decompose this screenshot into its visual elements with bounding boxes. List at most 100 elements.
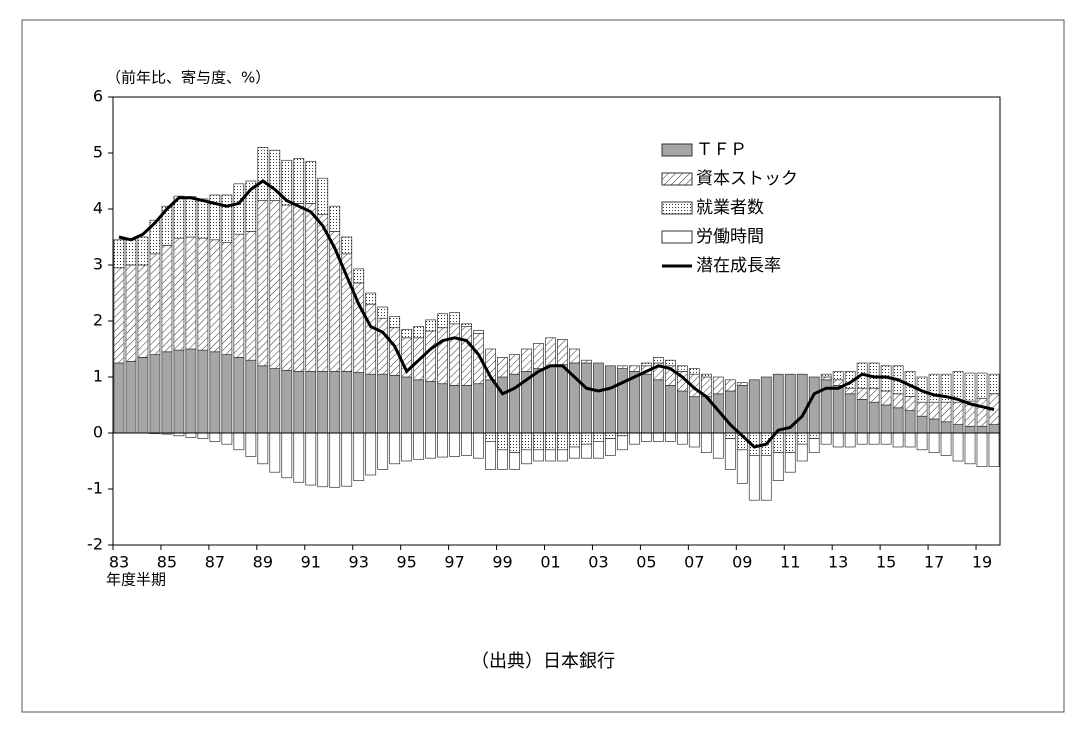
- bar-segment: [173, 237, 185, 351]
- bar-segment: [844, 432, 856, 448]
- bar-segment: [269, 368, 281, 434]
- bar-segment: [365, 373, 377, 434]
- x-tick-label: 91: [301, 553, 321, 572]
- bar-segment: [173, 349, 185, 434]
- bar-segment: [125, 360, 137, 434]
- bar-segment: [760, 376, 772, 434]
- bar-segment: [688, 368, 700, 375]
- bar-segment: [581, 362, 592, 434]
- bar-segment: [185, 236, 197, 350]
- bar-segment: [485, 348, 496, 381]
- bar-segment: [700, 432, 712, 453]
- bar-segment: [988, 432, 1000, 467]
- bar-segment: [389, 432, 401, 465]
- bar-segment: [401, 432, 413, 462]
- bar-segment: [557, 432, 568, 451]
- bar-segment: [245, 180, 257, 232]
- bar-segment: [245, 359, 257, 434]
- bar-segment: [125, 239, 137, 266]
- bar-segment: [856, 399, 868, 434]
- legend-swatch: [661, 201, 693, 215]
- bar-segment: [245, 432, 257, 457]
- x-tick-label: 83: [109, 553, 129, 572]
- bar-segment: [988, 424, 1000, 434]
- bar-segment: [317, 214, 329, 372]
- bar-segment: [844, 393, 856, 434]
- bar-segment: [868, 387, 880, 403]
- legend-label: 潜在成長率: [696, 256, 781, 276]
- bar-segment: [557, 339, 568, 366]
- bar-segment: [125, 264, 137, 362]
- bar-segment: [808, 438, 820, 453]
- bar-segment: [233, 233, 245, 358]
- bar-segment: [868, 401, 880, 434]
- bar-segment: [233, 357, 245, 434]
- bar-segment: [521, 432, 532, 451]
- x-tick-label: 97: [444, 553, 464, 572]
- bar-segment: [533, 432, 544, 451]
- bar-segment: [796, 373, 808, 434]
- bar-segment: [736, 449, 748, 484]
- bar-segment: [940, 421, 952, 434]
- bar-segment: [844, 387, 856, 395]
- bar-segment: [940, 373, 952, 403]
- bar-segment: [209, 432, 221, 442]
- bar-segment: [413, 432, 425, 460]
- bar-segment: [641, 432, 652, 442]
- bar-segment: [269, 149, 281, 201]
- legend-swatch: [661, 172, 693, 186]
- bar-segment: [820, 432, 832, 445]
- bar-segment: [976, 425, 988, 434]
- bar-segment: [928, 401, 940, 420]
- legend-label: 就業者数: [696, 198, 764, 218]
- bar-segment: [880, 404, 892, 434]
- bar-segment: [329, 231, 341, 372]
- bar-segment: [545, 365, 556, 434]
- bar-segment: [461, 326, 472, 386]
- bar-segment: [808, 432, 820, 439]
- bar-segment: [305, 203, 317, 372]
- bar-segment: [605, 365, 616, 434]
- bar-segment: [413, 326, 425, 339]
- bar-segment: [581, 443, 592, 459]
- bar-segment: [772, 452, 784, 481]
- bar-segment: [557, 449, 568, 462]
- x-tick-label: 07: [684, 553, 704, 572]
- x-tick-label: 11: [780, 553, 800, 572]
- bar-segment: [533, 343, 544, 369]
- bar-segment: [497, 357, 508, 378]
- bar-segment: [473, 383, 484, 434]
- x-tick-label: 05: [636, 553, 656, 572]
- bar-segment: [353, 432, 365, 481]
- bar-segment: [940, 432, 952, 456]
- bar-segment: [401, 329, 413, 339]
- bar-segment: [832, 432, 844, 448]
- bar-segment: [413, 379, 425, 434]
- bar-segment: [365, 303, 377, 375]
- y-tick-label: 1: [93, 367, 103, 386]
- x-tick-label: 15: [876, 553, 896, 572]
- bar-segment: [425, 319, 437, 332]
- bar-segment: [341, 371, 353, 434]
- bar-segment: [796, 443, 808, 462]
- bar-segment: [449, 432, 460, 457]
- bar-segment: [377, 373, 389, 434]
- bar-segment: [952, 424, 964, 434]
- bar-segment: [712, 376, 724, 395]
- x-tick-label: 19: [972, 553, 992, 572]
- bar-segment: [233, 183, 245, 235]
- bar-segment: [856, 432, 868, 445]
- bar-segment: [425, 381, 437, 434]
- legend-label: ＴＦＰ: [696, 140, 747, 160]
- bar-segment: [641, 373, 652, 434]
- bar-segment: [664, 432, 676, 442]
- bar-segment: [593, 432, 604, 442]
- bar-segment: [341, 236, 353, 255]
- bar-segment: [281, 204, 293, 371]
- bar-segment: [437, 432, 449, 458]
- x-tick-label: 09: [732, 553, 752, 572]
- bar-segment: [736, 385, 748, 434]
- bar-segment: [461, 432, 472, 456]
- bar-segment: [377, 306, 389, 319]
- bar-segment: [593, 362, 604, 434]
